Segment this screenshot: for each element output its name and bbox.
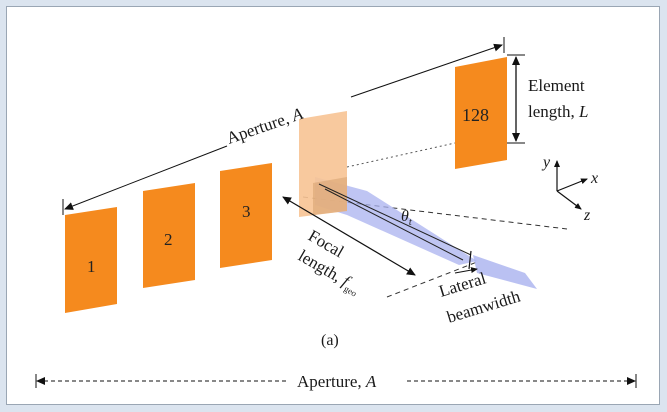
transducer-array-diagram: 1 2 3 128 Aperture, A Element length, L … bbox=[35, 37, 637, 391]
element-3 bbox=[220, 163, 272, 268]
element-128-label: 128 bbox=[462, 105, 489, 125]
figure-frame: 1 2 3 128 Aperture, A Element length, L … bbox=[6, 6, 660, 405]
lateral-beamwidth-label-line1: Lateral bbox=[437, 269, 489, 301]
lower-dashed-line bbox=[386, 261, 478, 298]
focal-length-dimension bbox=[282, 196, 416, 276]
aperture-top-dimension-right bbox=[350, 43, 503, 98]
aperture-top-dimension-left bbox=[64, 145, 228, 210]
lateral-beamwidth-arrow bbox=[454, 267, 478, 274]
element-length-label-line2: length, L bbox=[528, 102, 588, 121]
aperture-bottom-label: Aperture, A bbox=[297, 372, 377, 391]
element-3-label: 3 bbox=[242, 202, 251, 221]
beam-axis-line-2 bbox=[324, 188, 464, 261]
element-length-label-line1: Element bbox=[528, 76, 585, 95]
lateral-beamwidth-tick bbox=[468, 250, 472, 270]
array-center-dotted-line bbox=[346, 142, 456, 168]
beam-cone-lower bbox=[473, 255, 537, 289]
axes-triad-icon bbox=[554, 160, 588, 210]
axis-y-label: y bbox=[541, 154, 551, 171]
element-1-label: 1 bbox=[87, 257, 96, 276]
element-highlight-dark bbox=[313, 177, 347, 215]
element-2-label: 2 bbox=[164, 230, 173, 249]
element-128 bbox=[455, 57, 507, 169]
panel-label: (a) bbox=[321, 332, 339, 349]
element-1 bbox=[65, 207, 117, 313]
axis-x-label: x bbox=[590, 170, 598, 187]
element-2 bbox=[143, 183, 195, 288]
axis-z-label: z bbox=[583, 207, 591, 224]
aperture-top-label: Aperture, A bbox=[224, 104, 306, 148]
